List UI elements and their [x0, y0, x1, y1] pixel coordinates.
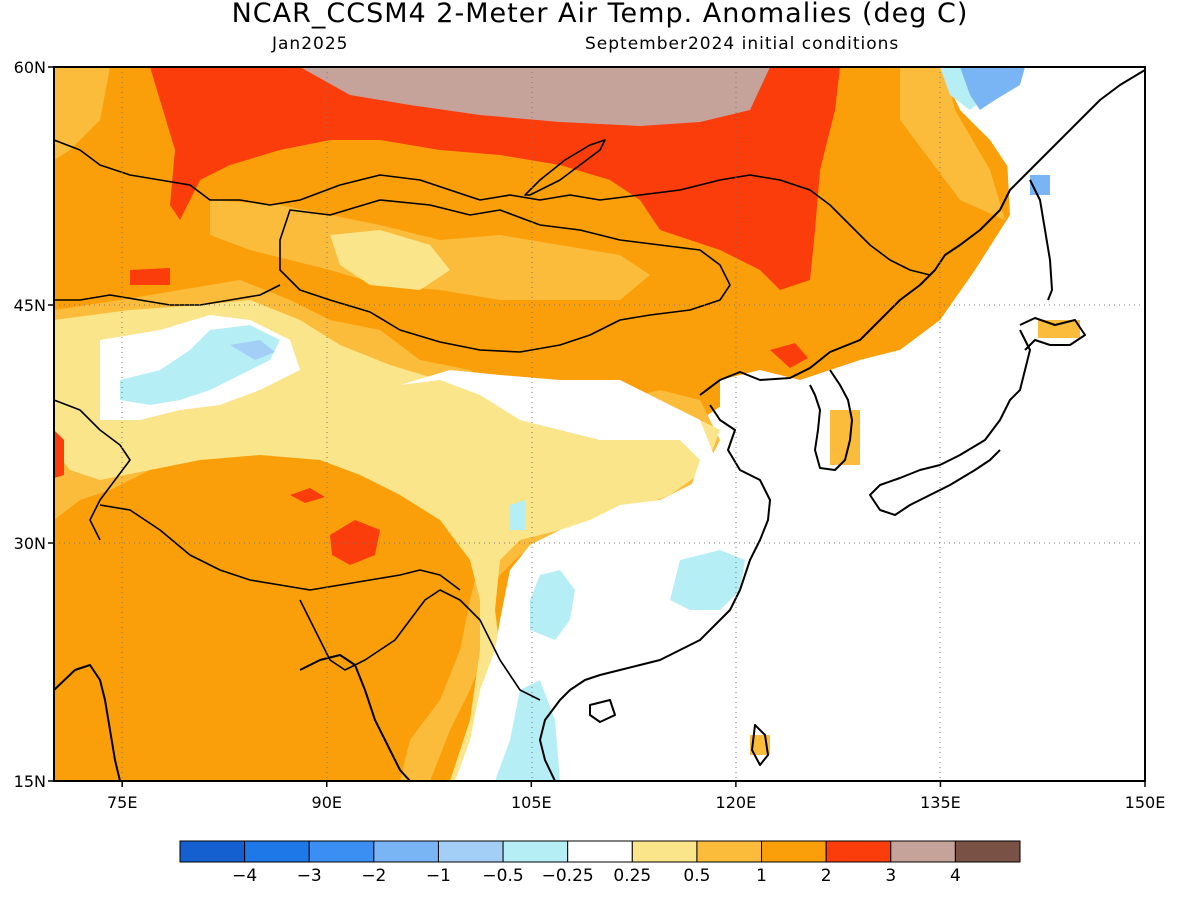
- field-white-central: [400, 370, 770, 781]
- x-tick-label: 120E: [716, 793, 757, 812]
- field-red-tibet2: [290, 488, 325, 503]
- map-title: NCAR_CCSM4 2-Meter Air Temp. Anomalies (…: [231, 0, 969, 29]
- y-tick-label: 30N: [14, 534, 46, 553]
- x-tick-label: 135E: [920, 793, 961, 812]
- coast-taiwan: [751, 724, 769, 766]
- coast-sakhalin: [1029, 179, 1053, 301]
- colorbar-swatch: [244, 840, 310, 863]
- field-lightblue-se: [670, 550, 745, 610]
- colorbar: −4 −3 −2 −1 −0.5 −0.25 0.25 0.5 1 2 3 4: [179, 840, 1021, 886]
- border-himalaya: [99, 504, 461, 591]
- x-tick-label: 105E: [511, 793, 552, 812]
- x-tick-label: 90E: [312, 793, 342, 812]
- field-yellow-mongolia: [330, 230, 450, 290]
- colorbar-label: −0.25: [542, 866, 594, 886]
- x-tick-label: 75E: [107, 793, 137, 812]
- colorbar-swatch: [631, 840, 698, 863]
- colorbar-label: −4: [232, 866, 257, 886]
- field-blue-okhotsk: [960, 67, 1025, 110]
- coast-korea: [809, 369, 853, 471]
- field-lightorange-ne: [900, 67, 1005, 220]
- colorbar-label: 1: [756, 866, 767, 886]
- field-red-west-edge: [54, 430, 64, 478]
- colorbar-label: 2: [821, 866, 832, 886]
- coast-japan: [869, 329, 1031, 516]
- coastlines: [54, 69, 1145, 781]
- colorbar-swatch: [373, 840, 439, 863]
- valid-month: Jan2025: [272, 34, 349, 54]
- colorbar-swatch: [567, 840, 633, 863]
- colorbar-label: −1: [426, 866, 451, 886]
- map-frame: [53, 66, 1146, 782]
- colorbar-swatch: [761, 840, 827, 863]
- y-tick-label: 15N: [14, 772, 46, 791]
- colorbar-label: 0.25: [613, 866, 651, 886]
- field-white-east: [700, 67, 1145, 781]
- field-lightorange-north: [54, 67, 110, 160]
- y-tick-label: 60N: [14, 58, 46, 77]
- coast-bay-bengal: [299, 654, 411, 781]
- field-red-west-spot: [130, 268, 170, 285]
- colorbar-label: 3: [885, 866, 896, 886]
- anomaly-field: [54, 67, 1145, 781]
- colorbar-swatch: [502, 840, 569, 863]
- colorbar-label: 4: [950, 866, 961, 886]
- colorbar-label: −3: [297, 866, 322, 886]
- colorbar-swatch: [437, 840, 504, 863]
- field-lightblue-south: [530, 570, 575, 640]
- field-lightblue-spot: [510, 500, 525, 530]
- coast-india: [54, 664, 121, 781]
- y-tick-label: 45N: [14, 296, 46, 315]
- colorbar-swatch: [308, 840, 375, 863]
- border-mongolia-china: [279, 199, 731, 353]
- colorbar-swatch: [179, 840, 246, 863]
- grid-lines: [54, 67, 1145, 781]
- field-paleblue-spot: [230, 340, 275, 360]
- colorbar-label: −2: [361, 866, 386, 886]
- colorbar-label: 0.5: [683, 866, 710, 886]
- border-russia-north: [54, 139, 931, 276]
- init-conditions: September2024 initial conditions: [585, 34, 900, 54]
- border-west-china: [54, 399, 131, 541]
- coast-china-south: [539, 404, 771, 781]
- x-tick-label: 150E: [1125, 793, 1166, 812]
- colorbar-swatch: [954, 840, 1021, 863]
- map-axes: 75E 90E 105E 120E 135E 150E 60N 45N 30N 15N: [14, 58, 1166, 812]
- colorbar-label: −0.5: [482, 866, 523, 886]
- field-red-ne-spot: [770, 343, 808, 368]
- field-brown-siberia: [300, 67, 770, 126]
- border-sea: [299, 589, 541, 701]
- coast-hokkaido: [1019, 317, 1086, 351]
- colorbar-swatch: [696, 840, 763, 863]
- colorbar-swatch: [890, 840, 956, 863]
- coast-east-asia: [699, 69, 1145, 396]
- field-orange-hokkaido: [1038, 320, 1080, 338]
- coast-hainan: [589, 699, 616, 723]
- colorbar-swatch: [825, 840, 892, 863]
